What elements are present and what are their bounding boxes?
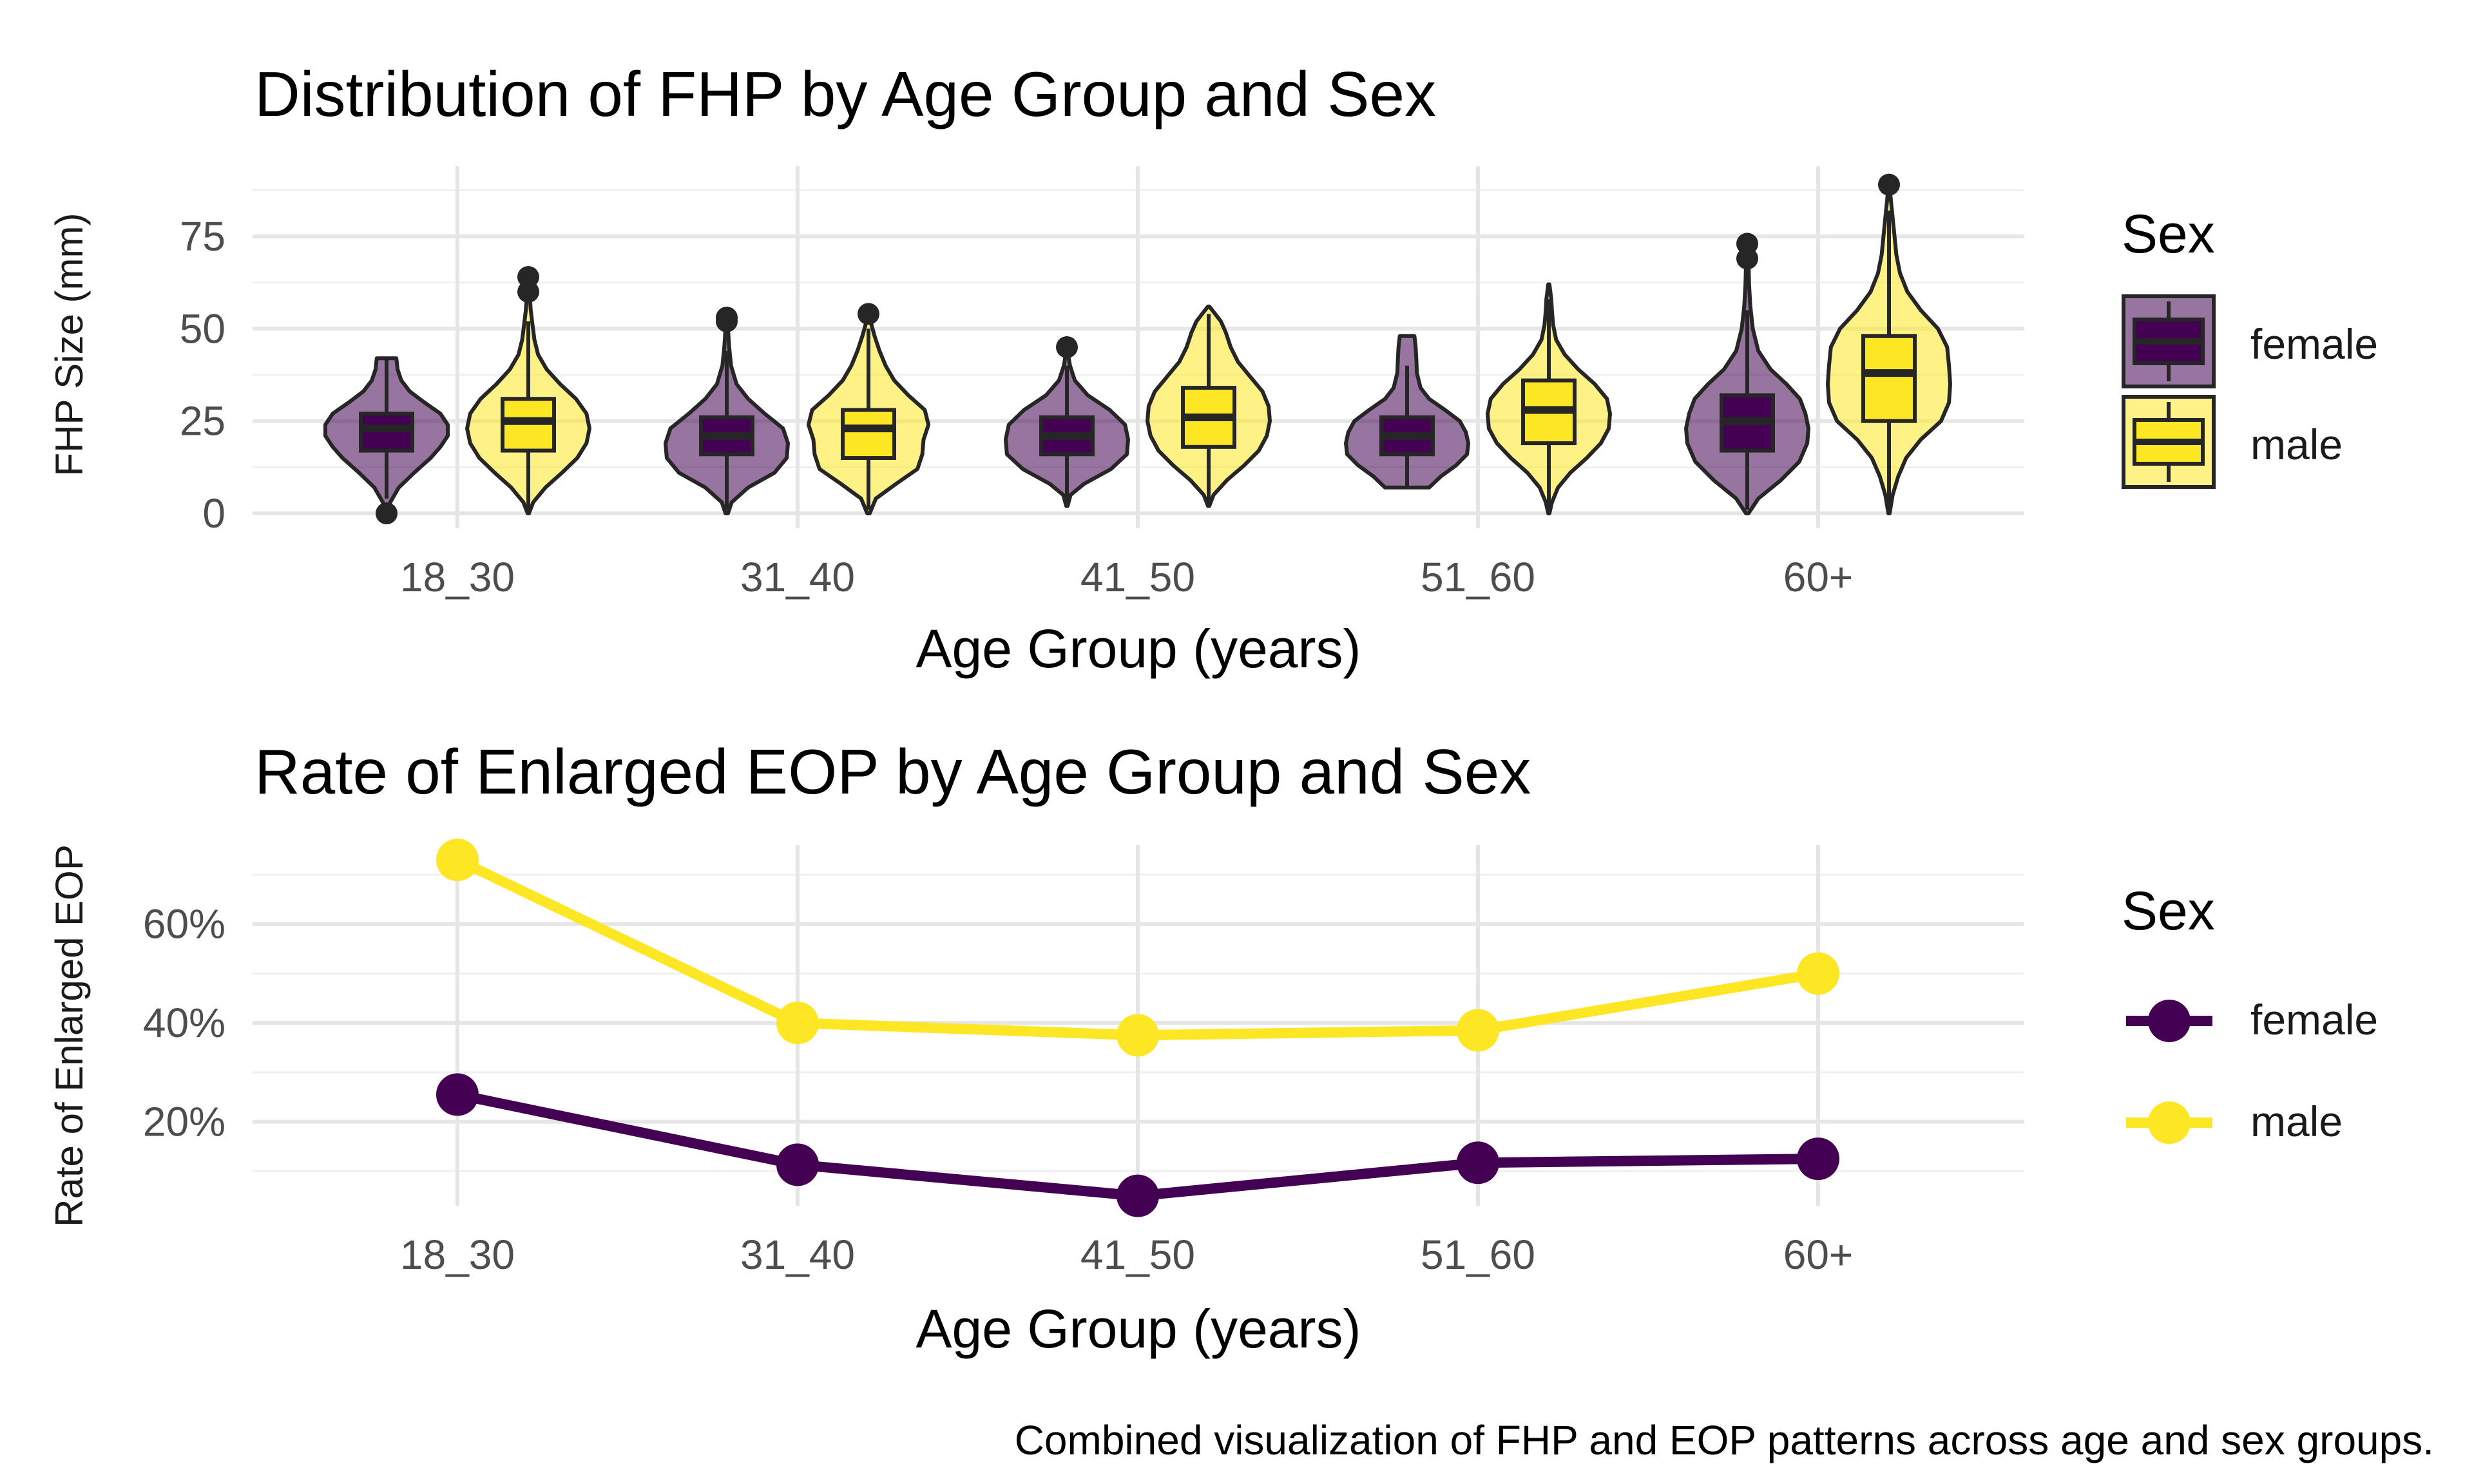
outlier-male-31-40 xyxy=(858,303,879,325)
series-point-male-60 xyxy=(1797,952,1839,995)
line-legend-keys xyxy=(2126,1000,2212,1144)
violin-y-tick-label: 25 xyxy=(180,398,225,444)
line-y-ticks: 20% 40% 60% xyxy=(143,901,225,1145)
series-point-female-60 xyxy=(1797,1137,1839,1181)
line-chart-title: Rate of Enlarged EOP by Age Group and Se… xyxy=(254,736,1531,807)
line-y-axis-title: Rate of Enlarged EOP xyxy=(48,844,91,1227)
violin-x-axis-title: Age Group (years) xyxy=(916,618,1361,679)
violin-legend: Sex female male xyxy=(2122,204,2378,489)
legend-key-point-male xyxy=(2148,1101,2191,1144)
outlier-male-60 xyxy=(1878,173,1900,196)
box-male-31-40 xyxy=(841,408,896,461)
violin-y-axis-title: FHP Size (mm) xyxy=(48,213,91,477)
line-panel: Rate of Enlarged EOP by Age Group and Se… xyxy=(48,736,2024,1359)
outlier-female-41-50 xyxy=(1056,336,1078,358)
box-male-60 xyxy=(1861,334,1917,423)
line-legend-label-male: male xyxy=(2250,1098,2343,1145)
line-y-tick-label: 40% xyxy=(143,1000,225,1046)
line-x-tick-label: 18_30 xyxy=(400,1232,515,1278)
series-point-male-18-30 xyxy=(436,839,479,882)
outlier-female-31-40 xyxy=(716,307,738,329)
violin-legend-title: Sex xyxy=(2122,204,2215,264)
line-y-tick-label: 20% xyxy=(143,1099,225,1145)
line-x-axis-title: Age Group (years) xyxy=(916,1298,1361,1359)
violin-x-tick-label: 51_60 xyxy=(1421,554,1535,600)
line-x-tick-label: 51_60 xyxy=(1421,1232,1535,1278)
violin-x-tick-label: 60+ xyxy=(1783,554,1854,600)
outlier-male-18-30 xyxy=(517,266,539,289)
violin-y-ticks: 0 25 50 75 xyxy=(180,213,225,537)
violin-x-ticks: 18_30 31_40 41_50 51_60 60+ xyxy=(400,554,1853,600)
violin-y-tick-label: 50 xyxy=(180,305,225,352)
line-x-tick-label: 41_50 xyxy=(1080,1232,1195,1278)
line-x-tick-label: 60+ xyxy=(1783,1232,1854,1278)
line-legend-title: Sex xyxy=(2122,880,2215,941)
violin-legend-label-female: female xyxy=(2250,320,2378,368)
legend-key-point-female xyxy=(2148,1000,2191,1042)
violin-marks xyxy=(323,173,1952,525)
violin-x-tick-label: 31_40 xyxy=(740,554,855,600)
series-point-male-51-60 xyxy=(1457,1009,1499,1052)
violin-y-tick-label: 75 xyxy=(180,213,225,260)
violin-legend-label-male: male xyxy=(2250,421,2343,468)
violin-legend-keys xyxy=(2122,294,2216,489)
violin-x-tick-label: 41_50 xyxy=(1080,554,1195,600)
violin-y-tick-label: 0 xyxy=(202,490,225,537)
line-x-tick-label: 31_40 xyxy=(740,1232,855,1278)
figure-caption: Combined visualization of FHP and EOP pa… xyxy=(1015,1417,2434,1463)
line-y-tick-label: 60% xyxy=(143,901,225,947)
series-point-female-51-60 xyxy=(1457,1141,1499,1184)
line-legend: Sex female male xyxy=(2122,880,2378,1145)
series-point-female-41-50 xyxy=(1117,1174,1159,1217)
series-point-female-18-30 xyxy=(436,1073,479,1116)
violin-chart-title: Distribution of FHP by Age Group and Sex xyxy=(254,59,1436,129)
line-x-ticks: 18_30 31_40 41_50 51_60 60+ xyxy=(400,1232,1853,1278)
violin-x-tick-label: 18_30 xyxy=(400,554,515,600)
outlier-female-18-30 xyxy=(376,502,398,525)
series-point-male-41-50 xyxy=(1117,1014,1159,1057)
series-point-male-31-40 xyxy=(776,1002,819,1045)
series-point-female-31-40 xyxy=(776,1143,819,1186)
line-marks xyxy=(436,839,1839,1217)
violin-panel: Distribution of FHP by Age Group and Sex… xyxy=(48,59,2024,679)
line-legend-label-female: female xyxy=(2250,996,2378,1043)
outlier-female-60 xyxy=(1736,233,1758,255)
